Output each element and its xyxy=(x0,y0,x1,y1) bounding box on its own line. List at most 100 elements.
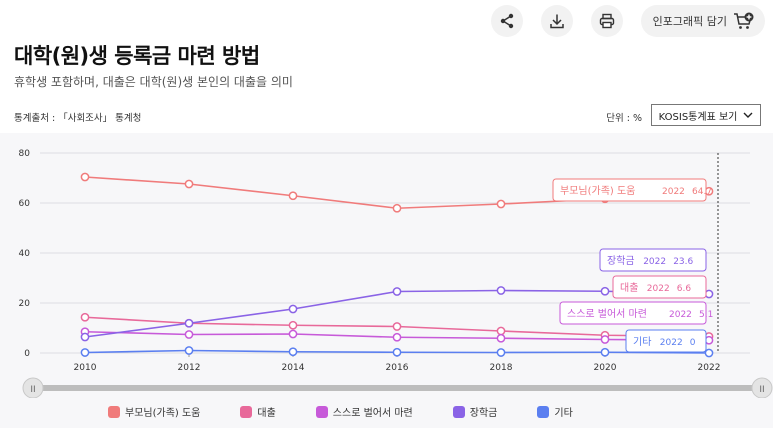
legend-label: 부모님(가족) 도움 xyxy=(125,408,201,419)
data-point-parents[interactable] xyxy=(496,199,506,209)
legend-label: 대출 xyxy=(257,408,276,419)
legend-swatch xyxy=(240,405,253,418)
data-point-self[interactable] xyxy=(496,333,506,343)
share-button[interactable] xyxy=(490,5,523,37)
data-point-self[interactable] xyxy=(392,332,402,342)
data-point-other[interactable] xyxy=(80,348,90,357)
range-slider-start-handle[interactable] xyxy=(22,377,44,398)
tooltip-box xyxy=(612,275,707,299)
data-point-parents[interactable] xyxy=(288,191,298,201)
print-icon xyxy=(599,13,614,29)
legend-item-scholarship[interactable]: 장학금 xyxy=(452,404,498,419)
x-tick-label: 2010 xyxy=(74,363,97,373)
y-tick-label: 40 xyxy=(19,249,31,259)
chevron-down-icon xyxy=(743,112,753,118)
download-icon xyxy=(549,14,564,29)
tooltip-box xyxy=(625,329,707,353)
tooltip-series-name: 부모님(가족) 도움 xyxy=(560,185,635,197)
kosis-table-label: KOSIS통계표 보기 xyxy=(658,111,738,123)
data-point-loan[interactable] xyxy=(392,322,402,331)
legend-swatch xyxy=(315,405,328,418)
tooltip-box xyxy=(552,178,707,202)
infographic-add-button[interactable]: 인포그래픽 담기 xyxy=(640,5,765,37)
data-point-scholarship[interactable] xyxy=(496,286,506,295)
kosis-table-button[interactable]: KOSIS통계표 보기 xyxy=(651,104,761,126)
legend-label: 스스로 벌어서 마련 xyxy=(332,408,413,419)
range-slider-start-grip: II xyxy=(30,385,35,395)
tooltip-series-name: 장학금 xyxy=(607,255,635,267)
x-tick-label: 2012 xyxy=(178,363,201,373)
data-point-scholarship[interactable] xyxy=(288,304,298,314)
data-point-other[interactable] xyxy=(392,347,402,357)
toolbar: 인포그래픽 담기 xyxy=(473,4,765,38)
x-tick-label: 2014 xyxy=(282,363,305,373)
print-button[interactable] xyxy=(590,5,623,37)
data-point-other[interactable] xyxy=(288,347,298,357)
tooltip-other: 기타 2022 0 xyxy=(625,329,707,353)
cart-add-icon xyxy=(734,12,754,29)
legend-item-other[interactable]: 기타 xyxy=(537,404,573,419)
tooltip-value: 6.6 xyxy=(677,284,692,294)
tooltip-year: 2022 xyxy=(643,257,666,267)
tooltip-value: 0 xyxy=(690,338,696,348)
chart-legend: 부모님(가족) 도움 대출 스스로 벌어서 마련 장학금 기타 xyxy=(108,404,613,419)
source-label: 통계출처 : 「사회조사」 통계청 xyxy=(14,113,142,124)
y-tick-label: 80 xyxy=(19,149,31,159)
x-tick-label: 2022 xyxy=(698,363,721,373)
range-slider-end-grip: II xyxy=(759,385,764,395)
data-point-other[interactable] xyxy=(704,348,714,358)
infographic-add-label: 인포그래픽 담기 xyxy=(652,15,727,28)
y-tick-label: 60 xyxy=(19,199,31,209)
data-point-scholarship[interactable] xyxy=(184,318,194,328)
legend-item-self[interactable]: 스스로 벌어서 마련 xyxy=(315,404,413,419)
data-point-parents[interactable] xyxy=(80,172,90,182)
tooltip-series-name: 대출 xyxy=(620,282,638,294)
data-point-other[interactable] xyxy=(496,348,506,357)
page-subtitle: 휴학생 포함하며, 대출은 대학(원)생 본인의 대출을 의미 xyxy=(14,75,293,89)
tooltip-value: 5.1 xyxy=(699,310,713,320)
tooltip-loan: 대출 2022 6.6 xyxy=(612,275,707,299)
legend-label: 장학금 xyxy=(469,408,498,419)
data-point-other[interactable] xyxy=(600,347,610,357)
x-tick-label: 2016 xyxy=(386,363,409,373)
tooltip-self: 스스로 벌어서 마련 2022 5.1 xyxy=(559,301,713,325)
legend-item-loan[interactable]: 대출 xyxy=(240,404,276,419)
legend-item-parents[interactable]: 부모님(가족) 도움 xyxy=(108,404,200,419)
data-point-other[interactable] xyxy=(184,346,194,355)
y-tick-label: 20 xyxy=(19,299,31,309)
tooltip-series-name: 기타 xyxy=(633,336,651,348)
tooltip-box xyxy=(599,248,707,272)
data-point-loan[interactable] xyxy=(496,326,506,336)
data-point-self[interactable] xyxy=(184,330,194,339)
tooltip-scholarship: 장학금 2022 23.6 xyxy=(599,248,707,272)
share-icon xyxy=(500,13,513,29)
unit-label: 단위 : % xyxy=(606,113,642,124)
data-point-self[interactable] xyxy=(288,329,298,339)
tooltip-year: 2022 xyxy=(647,284,670,294)
data-point-parents[interactable] xyxy=(392,203,402,213)
page-title: 대학(원)생 등록금 마련 방법 xyxy=(14,44,260,68)
tooltip-year: 2022 xyxy=(660,338,683,348)
tooltip-series-name: 스스로 벌어서 마련 xyxy=(567,308,647,320)
legend-swatch xyxy=(108,405,120,418)
y-tick-label: 0 xyxy=(24,349,30,359)
data-point-self[interactable] xyxy=(600,335,610,344)
data-point-scholarship[interactable] xyxy=(392,287,402,296)
x-tick-label: 2018 xyxy=(490,363,513,373)
tooltip-year: 2022 xyxy=(669,310,692,320)
data-point-loan[interactable] xyxy=(288,320,298,330)
data-point-scholarship[interactable] xyxy=(80,332,90,342)
data-point-scholarship[interactable] xyxy=(600,286,610,296)
download-button[interactable] xyxy=(540,5,573,37)
tooltip-box xyxy=(559,301,707,325)
legend-swatch xyxy=(452,405,465,418)
range-slider-end-handle[interactable] xyxy=(751,377,773,398)
tooltip-value: 23.6 xyxy=(673,257,693,267)
data-point-parents[interactable] xyxy=(184,179,194,189)
data-point-loan[interactable] xyxy=(80,312,90,322)
legend-swatch xyxy=(537,405,550,418)
tooltip-parents: 부모님(가족) 도움 2022 64.7 xyxy=(552,178,712,202)
tooltip-year: 2022 xyxy=(662,187,685,197)
range-slider-track[interactable] xyxy=(33,385,762,391)
